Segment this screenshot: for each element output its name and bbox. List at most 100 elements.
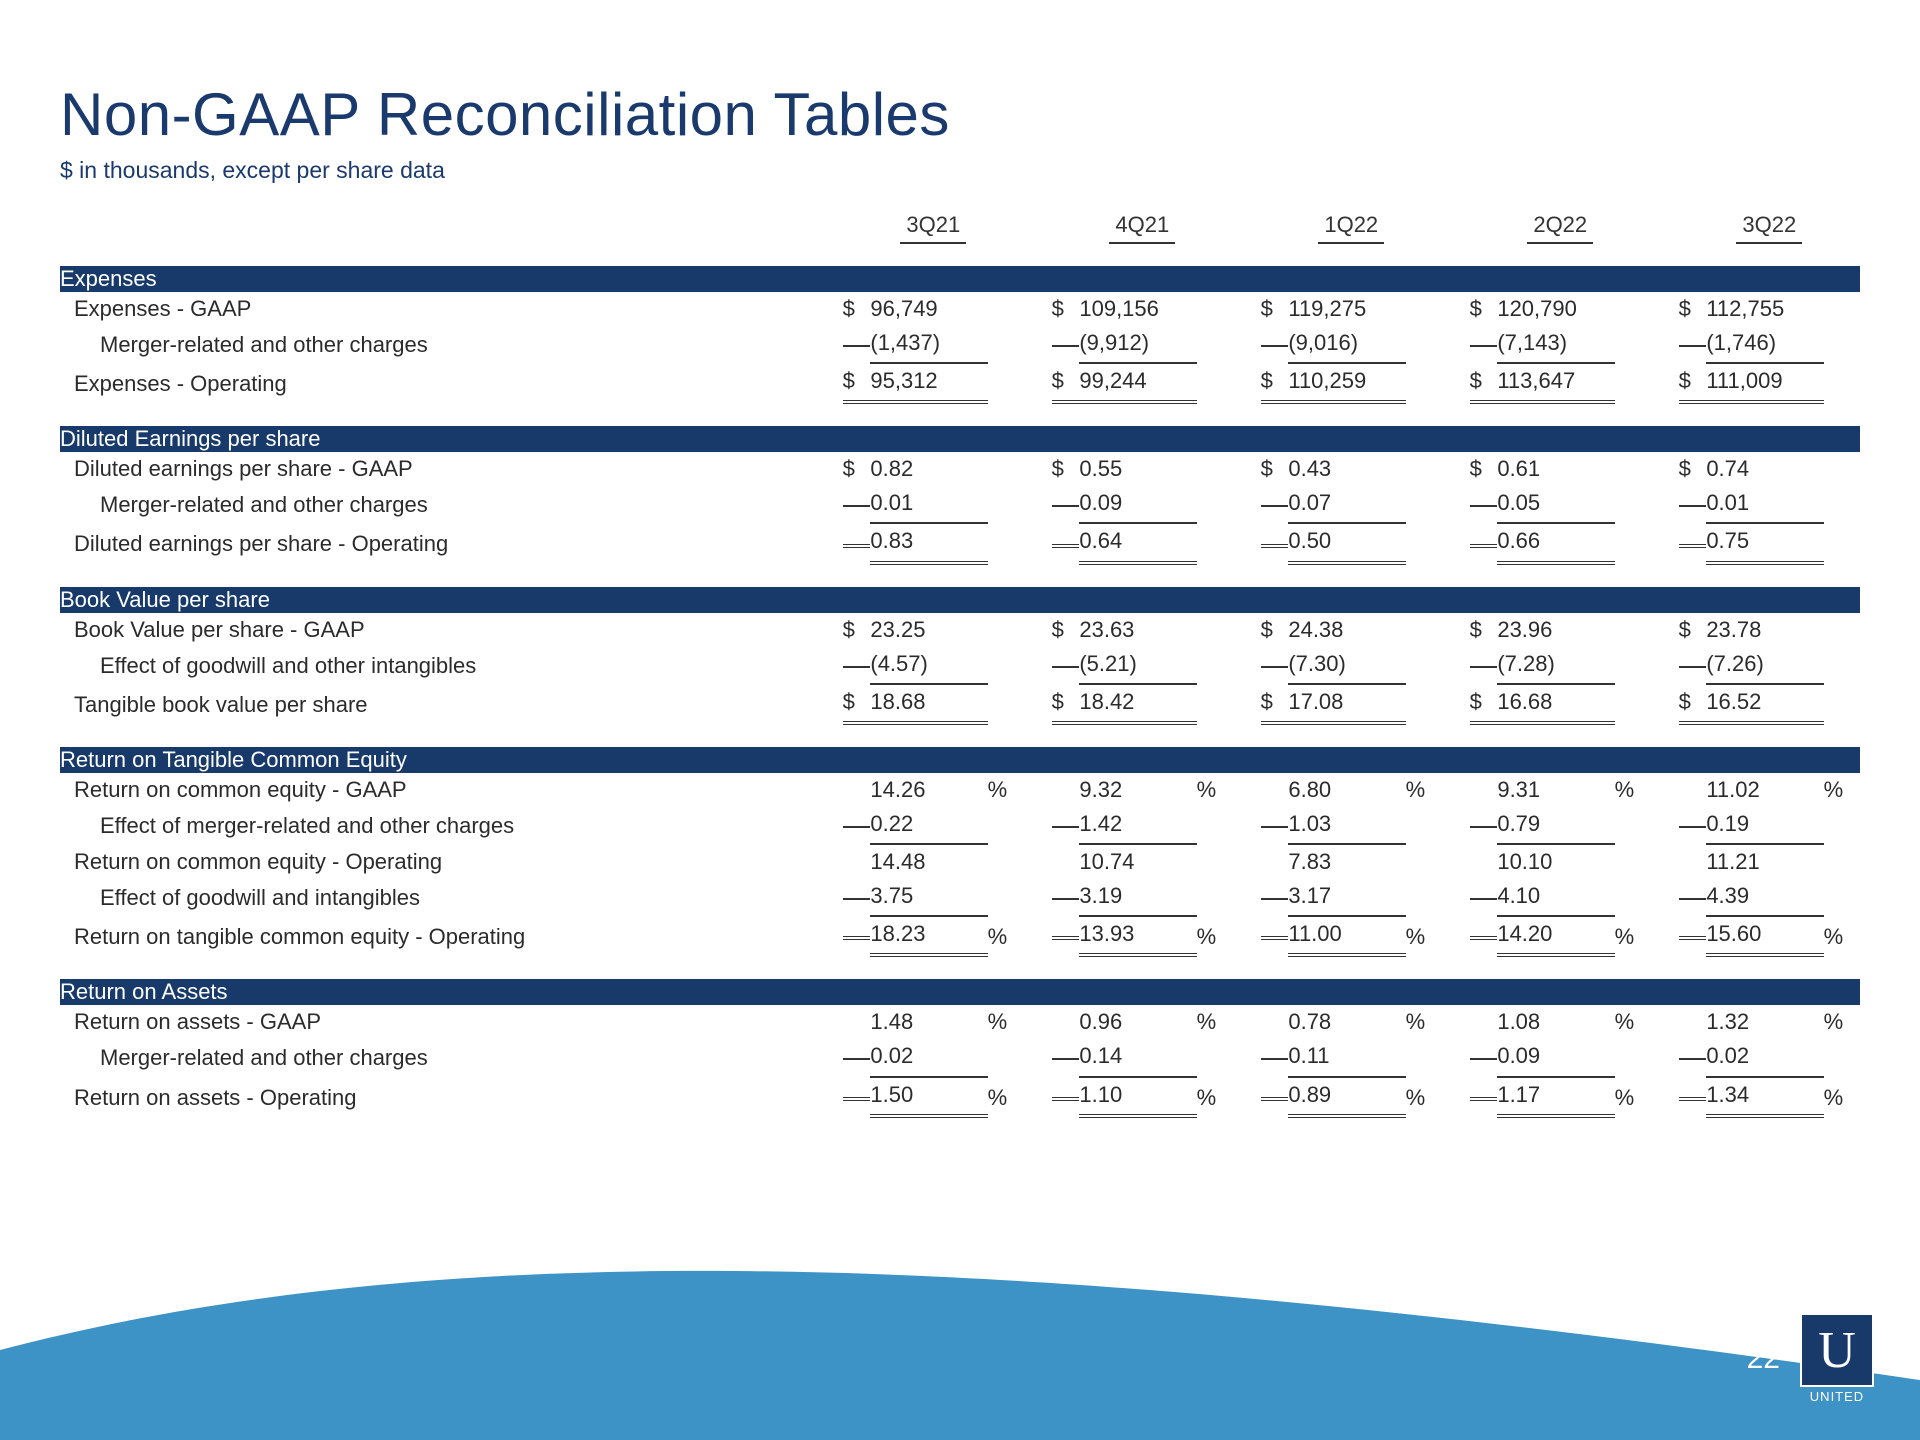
cell-value: 1.32 [1706, 1005, 1823, 1039]
percent-symbol [1824, 685, 1860, 725]
currency-symbol [843, 326, 871, 364]
currency-symbol: $ [843, 364, 871, 404]
cell-value: 14.20 [1497, 917, 1614, 957]
table-row: Return on common equity - Operating14.48… [60, 845, 1860, 879]
cell-value: 11.21 [1706, 845, 1823, 879]
currency-symbol [1052, 1078, 1080, 1118]
row-label: Expenses - Operating [60, 364, 828, 404]
percent-symbol [1406, 292, 1442, 326]
section-header: Return on Tangible Common Equity [60, 747, 1860, 773]
currency-symbol [1261, 486, 1289, 524]
percent-symbol [1406, 647, 1442, 685]
cell-value: 14.26 [870, 773, 987, 807]
currency-symbol [1261, 524, 1289, 564]
cell-value: (7.26) [1706, 647, 1823, 685]
currency-symbol: $ [1052, 685, 1080, 725]
percent-symbol [988, 1039, 1024, 1077]
currency-symbol [843, 647, 871, 685]
currency-symbol: $ [843, 452, 871, 486]
percent-symbol: % [1824, 1078, 1860, 1118]
percent-symbol [1824, 524, 1860, 564]
percent-symbol [1824, 326, 1860, 364]
currency-symbol [1261, 1005, 1289, 1039]
section-header: Return on Assets [60, 979, 1860, 1005]
percent-symbol [1824, 879, 1860, 917]
cell-value: 18.68 [870, 685, 987, 725]
cell-value: 3.19 [1079, 879, 1196, 917]
column-header: 4Q21 [1052, 212, 1233, 244]
cell-value: 9.31 [1497, 773, 1614, 807]
percent-symbol [1824, 1039, 1860, 1077]
percent-symbol [1406, 685, 1442, 725]
cell-value: 11.02 [1706, 773, 1823, 807]
percent-symbol: % [1615, 917, 1651, 957]
percent-symbol [1406, 452, 1442, 486]
currency-symbol: $ [1470, 685, 1498, 725]
cell-value: 13.93 [1079, 917, 1196, 957]
percent-symbol: % [1824, 773, 1860, 807]
cell-value: 0.22 [870, 807, 987, 845]
cell-value: 24.38 [1288, 613, 1405, 647]
page-number: 22 [1747, 1342, 1780, 1376]
currency-symbol [1470, 647, 1498, 685]
currency-symbol [1470, 1039, 1498, 1077]
currency-symbol [1679, 326, 1707, 364]
percent-symbol [988, 292, 1024, 326]
cell-value: 0.74 [1706, 452, 1823, 486]
currency-symbol [1470, 773, 1498, 807]
row-label: Diluted earnings per share - GAAP [60, 452, 828, 486]
cell-value: (7,143) [1497, 326, 1614, 364]
currency-symbol [1261, 917, 1289, 957]
row-label: Effect of merger-related and other charg… [60, 807, 828, 845]
cell-value: 4.39 [1706, 879, 1823, 917]
currency-symbol [843, 879, 871, 917]
percent-symbol [1197, 845, 1233, 879]
currency-symbol: $ [843, 292, 871, 326]
percent-symbol [1197, 807, 1233, 845]
table-row: Merger-related and other charges0.020.14… [60, 1039, 1860, 1077]
column-header: 2Q22 [1470, 212, 1651, 244]
page-title: Non-GAAP Reconciliation Tables [60, 80, 1860, 149]
currency-symbol [1261, 773, 1289, 807]
cell-value: 1.10 [1079, 1078, 1196, 1118]
row-label: Effect of goodwill and other intangibles [60, 647, 828, 685]
percent-symbol: % [1615, 773, 1651, 807]
cell-value: 1.42 [1079, 807, 1196, 845]
percent-symbol [1824, 364, 1860, 404]
cell-value: 23.96 [1497, 613, 1614, 647]
table-row: Merger-related and other charges(1,437)(… [60, 326, 1860, 364]
percent-symbol: % [1824, 917, 1860, 957]
cell-value: 99,244 [1079, 364, 1196, 404]
cell-value: 0.78 [1288, 1005, 1405, 1039]
cell-value: 4.10 [1497, 879, 1614, 917]
currency-symbol [843, 1005, 871, 1039]
currency-symbol: $ [1679, 452, 1707, 486]
brand-logo: U UNITED [1800, 1313, 1874, 1404]
cell-value: 0.01 [870, 486, 987, 524]
currency-symbol [843, 1078, 871, 1118]
slide: Non-GAAP Reconciliation Tables $ in thou… [0, 0, 1920, 1440]
cell-value: 0.55 [1079, 452, 1196, 486]
row-label: Return on assets - Operating [60, 1078, 828, 1118]
percent-symbol [1197, 364, 1233, 404]
percent-symbol [1615, 452, 1651, 486]
currency-symbol [1052, 807, 1080, 845]
cell-value: (9,912) [1079, 326, 1196, 364]
table-row: Return on assets - Operating1.50%1.10%0.… [60, 1078, 1860, 1118]
percent-symbol: % [1406, 773, 1442, 807]
currency-symbol [1470, 524, 1498, 564]
percent-symbol: % [1197, 773, 1233, 807]
cell-value: 0.05 [1497, 486, 1614, 524]
table-header: 3Q214Q211Q222Q223Q22 [60, 212, 1860, 244]
cell-value: 17.08 [1288, 685, 1405, 725]
cell-value: 18.42 [1079, 685, 1196, 725]
table-row: Expenses - GAAP$96,749$109,156$119,275$1… [60, 292, 1860, 326]
cell-value: 7.83 [1288, 845, 1405, 879]
percent-symbol [1197, 452, 1233, 486]
percent-symbol [1615, 879, 1651, 917]
currency-symbol [1679, 879, 1707, 917]
percent-symbol [1615, 845, 1651, 879]
percent-symbol [1824, 452, 1860, 486]
percent-symbol [988, 685, 1024, 725]
currency-symbol [1679, 524, 1707, 564]
